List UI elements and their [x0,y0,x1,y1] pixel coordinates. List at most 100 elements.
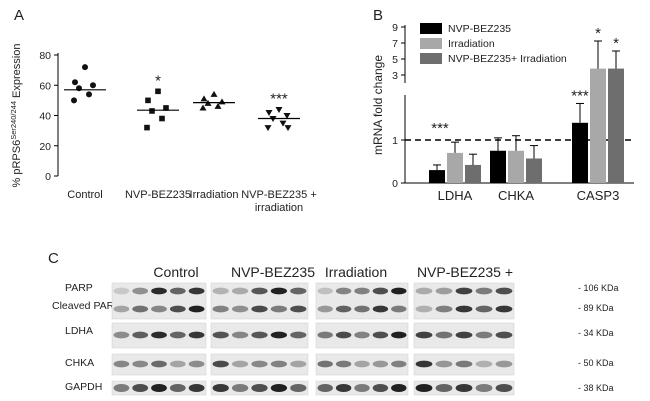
blot-band [415,287,433,295]
blot-band [495,360,513,368]
blot-band [435,360,453,368]
blot-band [188,360,205,368]
blot-band [354,360,370,368]
x-tick-label: Control [67,189,102,201]
blot-band [495,331,513,339]
y-tick-label: 20 [39,141,51,153]
significance-label: *** [270,90,288,107]
blot-band [169,305,186,313]
blot-band [231,305,249,313]
y-tick-label: 40 [39,111,51,123]
blot-band [335,360,352,368]
data-point [86,91,92,98]
blot-band [270,360,288,368]
blot-band [415,360,433,368]
blot-row-label: GAPDH [65,381,102,393]
y-tick-label: 3 [392,70,398,82]
kda-label: - 38 KDa [578,383,614,393]
blot-band [290,360,307,368]
blot-band [169,360,186,368]
blot-row-label: PARP [65,282,93,294]
y-tick-label: 60 [39,80,51,92]
y-axis-label: % pRPS6Ser240/244 Expression [9,44,23,188]
blot-band [335,305,352,313]
blot-band [270,305,288,313]
blot-band [455,360,473,368]
data-point [218,98,226,105]
blot-band [372,360,389,368]
blot-band [475,384,493,392]
data-point [284,125,292,132]
panel-label-c: C [48,250,59,267]
blot-band [435,287,453,295]
data-point [264,125,272,132]
blot-group-title: NVP-BEZ235 + [417,264,513,280]
blot-band [151,331,167,339]
y-axis-label: mRNA fold change [371,55,385,155]
data-point [265,109,273,116]
data-point [90,82,96,89]
blot-band [231,384,249,392]
kda-label: - 50 KDa [578,358,614,368]
data-point [214,102,222,109]
blot-group-title: Control [153,264,198,280]
blot-band [372,384,389,392]
blot-band [391,360,407,368]
blot-band [251,287,268,295]
blot-band [415,331,433,339]
bar [465,164,481,183]
blot-band [495,384,513,392]
blot-band [188,331,205,339]
data-point [159,115,165,122]
kda-label: - 34 KDa [578,328,614,338]
blot-band [354,384,370,392]
blot-group-title: NVP-BEZ235 [231,264,315,280]
blot-band [354,287,370,295]
blot-band [231,287,249,295]
data-point [210,90,218,97]
blot-band [455,305,473,313]
blot-band [113,305,130,313]
legend-label: Irradiation [448,38,495,50]
significance-label: * [595,25,601,42]
x-tick-label: CHKA [498,188,534,203]
blot-band [435,331,453,339]
blot-band [391,384,407,392]
x-tick-label: irradiation [255,202,303,214]
chart-a: 0 20 40 60 80 % pRPS6Ser240/244 Expression Con… [9,44,317,214]
blot-band [151,287,167,295]
x-tick-label: NVP-BEZ235 [125,189,191,201]
bar [508,150,524,183]
bar [572,122,588,183]
blot-band [169,384,186,392]
significance-label: * [155,72,161,89]
data-point [145,97,151,104]
blot-band [212,360,229,368]
blot-group-title: Irradiation [325,264,387,280]
bar [608,68,624,183]
blot-band [251,305,268,313]
blot-band [132,331,149,339]
blot-band [212,384,229,392]
blot-band [151,360,167,368]
blot-band [415,384,433,392]
y-tick-label: 5 [392,54,398,66]
y-tick-label: 9 [392,22,398,34]
x-tick-label: CASP3 [577,188,620,203]
x-tick-label: LDHA [438,188,473,203]
blot-band [335,287,352,295]
blot-band [475,360,493,368]
blot-band [391,305,407,313]
blot-band [270,287,288,295]
blot-band [495,287,513,295]
panel-label-a: A [14,7,24,24]
blot-band [317,305,333,313]
blot-band [270,384,288,392]
data-point [199,104,207,111]
blot-band [290,287,307,295]
legend-label: NVP-BEZ235+ Irradiation [448,53,567,65]
data-point [82,64,88,71]
blot-row-label: Cleaved PARP [52,300,121,312]
blot-band [151,305,167,313]
